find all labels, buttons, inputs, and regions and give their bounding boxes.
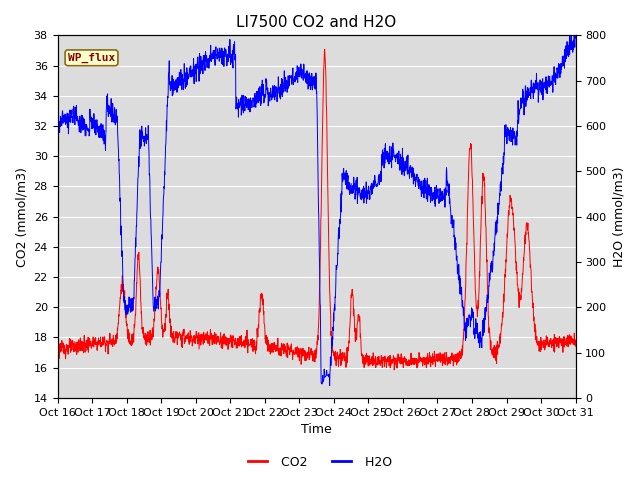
- H2O: [566, 33, 573, 38]
- Title: LI7500 CO2 and H2O: LI7500 CO2 and H2O: [236, 15, 397, 30]
- H2O: [557, 65, 564, 71]
- Line: H2O: H2O: [58, 36, 575, 385]
- CO2: [390, 367, 398, 372]
- H2O: [80, 126, 88, 132]
- Legend:  CO2,  H2O: CO2, H2O: [243, 451, 397, 474]
- H2O: [557, 71, 564, 76]
- CO2: [572, 337, 579, 343]
- H2O: [292, 71, 300, 76]
- CO2: [80, 340, 88, 346]
- CO2: [557, 338, 565, 344]
- H2O: [326, 383, 333, 388]
- CO2: [462, 262, 470, 268]
- CO2: [292, 345, 300, 351]
- Y-axis label: H2O (mmol/m3): H2O (mmol/m3): [612, 167, 625, 267]
- H2O: [462, 328, 470, 334]
- CO2: [321, 47, 328, 52]
- Text: WP_flux: WP_flux: [68, 53, 115, 63]
- H2O: [305, 70, 313, 76]
- H2O: [54, 133, 61, 139]
- CO2: [305, 351, 313, 357]
- H2O: [572, 35, 579, 41]
- CO2: [54, 351, 61, 357]
- Y-axis label: CO2 (mmol/m3): CO2 (mmol/m3): [15, 167, 28, 266]
- X-axis label: Time: Time: [301, 423, 332, 436]
- CO2: [557, 338, 564, 344]
- Line: CO2: CO2: [58, 49, 575, 370]
